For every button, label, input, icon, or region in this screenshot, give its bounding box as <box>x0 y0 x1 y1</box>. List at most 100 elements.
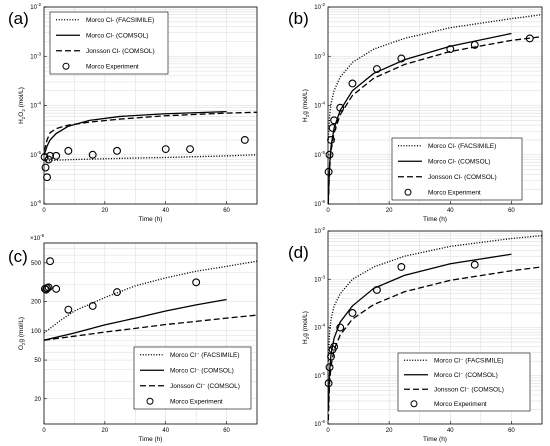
x-tick-label: 60 <box>223 428 230 434</box>
series-line <box>44 298 227 341</box>
y-tick-label: 10-5 <box>314 371 325 380</box>
data-point <box>336 103 345 112</box>
legend-marker <box>404 188 412 196</box>
series-line <box>44 111 227 155</box>
x-tick-label: 20 <box>102 208 109 214</box>
data-point <box>325 363 334 372</box>
panel-1: 0 20 40 60 Time (h) 10-6 10-5 10-4 10-3 10-2 H2g (… <box>288 2 543 223</box>
legend-label: Morco Experiment <box>428 190 481 197</box>
data-point <box>52 284 61 293</box>
data-point <box>88 150 97 159</box>
x-axis-label: Time (h) <box>139 436 163 443</box>
legend: Morco Cl⁻ (FACSIMILE) Morco Cl⁻ (COMSOL) J… <box>133 346 252 410</box>
data-point <box>46 151 55 160</box>
data-point <box>44 155 53 164</box>
x-tick-label: 40 <box>162 208 169 214</box>
series-line <box>44 111 257 152</box>
legend-label: Morco Cl⁻ (COMSOL) <box>434 372 498 379</box>
panel-label: (a) <box>8 9 29 28</box>
data-point <box>113 146 121 155</box>
series-line <box>328 253 512 410</box>
legend-label: Morco Experiment <box>434 401 487 408</box>
x-tick-label: 0 <box>326 428 330 434</box>
data-point <box>330 116 339 125</box>
data-point <box>397 262 406 271</box>
data-point <box>330 342 339 351</box>
x-axis-label: Time (h) <box>423 216 447 223</box>
data-point <box>470 40 479 49</box>
legend-label: Morco Cl- (FACSIMILE) <box>86 17 154 24</box>
data-point <box>372 65 381 73</box>
y-tick-label: 10-3 <box>30 51 41 60</box>
data-point <box>328 124 337 132</box>
y-tick-label: 500 <box>31 261 42 267</box>
legend-marker <box>410 400 418 408</box>
legend-marker <box>146 397 154 405</box>
legend-label: Jonsson Cl⁻ (COMSOL) <box>170 383 240 390</box>
x-tick-label: 60 <box>223 208 230 214</box>
legend-box <box>133 346 252 410</box>
y-tick-label: 100 <box>31 329 42 335</box>
series-line <box>44 314 257 341</box>
y-tick-label: 10-2 <box>30 2 41 11</box>
data-point <box>446 45 455 54</box>
plot-area <box>44 111 257 162</box>
y-axis-label: O2g (mol/L) <box>18 317 26 350</box>
data-point <box>525 34 534 43</box>
y-tick-label: 200 <box>31 300 42 306</box>
y-tick-label: 10-4 <box>314 101 325 110</box>
plot-frame <box>43 242 258 425</box>
legend-box <box>391 137 523 201</box>
y-tick-label: 10-3 <box>314 274 325 283</box>
series-line <box>328 36 542 204</box>
x-tick-label: 20 <box>102 428 109 434</box>
series-line <box>328 13 542 140</box>
legend-label: Jonsson Cl- (COMSOL) <box>86 48 155 55</box>
data-point <box>52 151 61 160</box>
legend-label: Morco Cl⁻ (FACSIMILE) <box>170 352 240 359</box>
x-axis-label: Time (h) <box>139 216 163 223</box>
x-tick-label: 20 <box>386 208 393 214</box>
data-point <box>397 54 406 63</box>
y-axis-label: H2g (mol/L) <box>302 89 310 122</box>
x-tick-label: 60 <box>508 208 515 214</box>
y-tick-label: 10-2 <box>314 2 325 11</box>
y-axis-label: H2O2 (mol/L) <box>18 87 26 124</box>
legend-label: Jonsson Cl⁻ (COMSOL) <box>434 387 504 394</box>
legend-label: Morco Cl- (FACSIMILE) <box>428 143 496 150</box>
legend-label: Morco Experiment <box>86 64 139 71</box>
data-point <box>46 257 55 266</box>
data-point <box>470 260 479 269</box>
x-tick-label: 0 <box>42 208 46 214</box>
data-point <box>64 305 73 314</box>
panel-3: 0 20 40 60 Time (h) 10-6 10-5 10-4 10-3 10-2 H2g (… <box>288 226 543 443</box>
plot-area <box>328 13 542 204</box>
y-tick-label: 10-2 <box>314 226 325 235</box>
legend-marker <box>62 62 70 70</box>
legend-label: Jonsson Cl- (COMSOL) <box>428 174 497 181</box>
data-point <box>42 285 51 294</box>
y-tick-label: 10-4 <box>30 101 41 110</box>
panel-label: (c) <box>8 247 28 266</box>
panel-2: 0 20 40 60 Time (h) 20 50 100 200 500 ×10-5 O2g (mo… <box>8 233 258 443</box>
x-tick-label: 40 <box>447 428 454 434</box>
series-line <box>44 260 257 334</box>
legend-box <box>397 352 531 412</box>
data-point <box>240 135 249 144</box>
data-point <box>113 288 121 297</box>
legend-label: Morco Experiment <box>170 399 223 406</box>
panel-0: 0 20 40 60 Time (h) 10-6 10-5 10-4 10-3 10-2 H2O2 … <box>8 2 258 223</box>
x-tick-label: 40 <box>447 208 454 214</box>
legend-box <box>49 11 169 75</box>
data-point <box>327 135 336 144</box>
data-point <box>186 145 195 154</box>
y-tick-label: 20 <box>34 397 41 403</box>
y-tick-label: 50 <box>34 358 41 364</box>
legend: Morco Cl⁻ (FACSIMILE) Morco Cl⁻ (COMSOL) J… <box>397 352 531 412</box>
series-line <box>44 154 257 162</box>
y-tick-label: 10-3 <box>314 51 325 60</box>
data-point <box>324 167 333 176</box>
data-point <box>325 150 334 159</box>
x-tick-label: 20 <box>386 428 393 434</box>
y-tick-label: 10-6 <box>314 199 325 208</box>
